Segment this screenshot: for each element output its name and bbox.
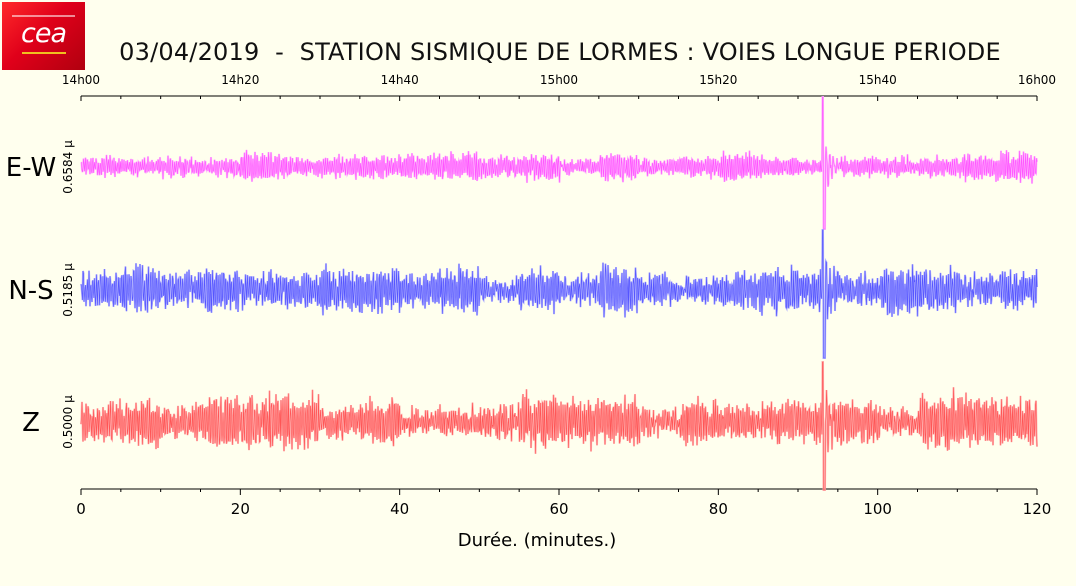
trace-n-s xyxy=(80,229,1038,359)
chart-title: 03/04/2019 - STATION SISMIQUE DE LORMES … xyxy=(119,38,1001,66)
top-axis-tick-label: 14h40 xyxy=(381,73,419,87)
channel-label: Z xyxy=(22,408,40,438)
top-axis-tick-label: 15h20 xyxy=(699,73,737,87)
channel-scale-label: 0.5000 µ xyxy=(61,395,75,449)
channel-scale-label: 0.5185 µ xyxy=(61,263,75,317)
trace-e-w xyxy=(80,96,1038,230)
channel-scale-label: 0.6584 µ xyxy=(61,140,75,194)
logo-underline xyxy=(22,52,66,54)
top-axis-tick-label: 15h40 xyxy=(859,73,897,87)
x-axis-label: Durée. (minutes.) xyxy=(458,530,617,551)
bottom-axis-tick-label: 80 xyxy=(709,500,728,518)
top-axis-tick-label: 14h20 xyxy=(221,73,259,87)
bottom-axis-tick-label: 20 xyxy=(231,500,250,518)
channel-label: N-S xyxy=(8,276,53,306)
logo-small-text-line xyxy=(12,15,75,17)
bottom-axis-tick-label: 40 xyxy=(390,500,409,518)
bottom-axis-tick-label: 0 xyxy=(76,500,86,518)
bottom-axis-tick-label: 120 xyxy=(1023,500,1052,518)
bottom-axis-tick-label: 100 xyxy=(863,500,892,518)
trace-z xyxy=(80,361,1038,491)
top-axis-tick-label: 15h00 xyxy=(540,73,578,87)
cea-logo: cea xyxy=(2,2,85,70)
channel-label: E-W xyxy=(6,153,56,183)
logo-text: cea xyxy=(20,18,67,49)
bottom-axis-tick-label: 60 xyxy=(549,500,568,518)
top-axis-tick-label: 14h00 xyxy=(62,73,100,87)
top-axis-tick-label: 16h00 xyxy=(1018,73,1056,87)
